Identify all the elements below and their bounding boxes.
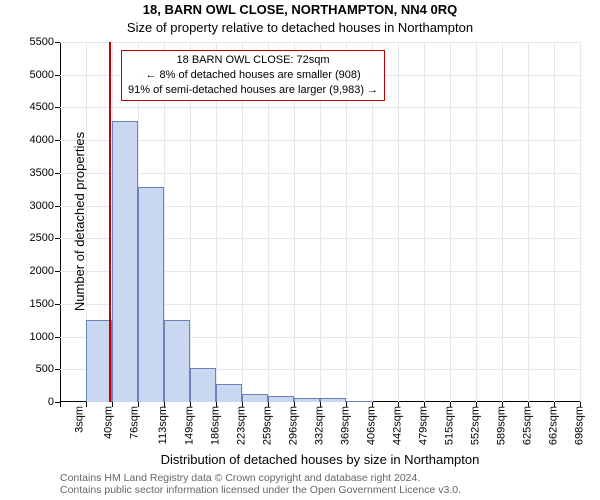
y-axis-label: Number of detached properties — [72, 132, 87, 311]
histogram-bar — [320, 398, 346, 402]
histogram-bar — [294, 398, 320, 402]
annotation-line: ← 8% of detached houses are smaller (908… — [128, 68, 378, 83]
y-tick-label: 5500 — [30, 36, 60, 48]
histogram-bar — [346, 401, 372, 402]
x-tick-label: 662sqm — [548, 406, 560, 445]
x-tick-label: 113sqm — [157, 406, 169, 444]
x-tick-label: 515sqm — [443, 406, 455, 445]
x-tick-label: 296sqm — [288, 406, 300, 445]
histogram-bar — [86, 320, 112, 402]
y-tick-label: 0 — [48, 396, 60, 408]
y-tick-label: 4500 — [30, 101, 60, 113]
x-tick-label: 186sqm — [210, 406, 222, 445]
x-tick-label: 149sqm — [183, 406, 195, 445]
histogram-bar — [112, 121, 138, 402]
x-axis-label: Distribution of detached houses by size … — [60, 452, 580, 467]
chart-plot-area: 0500100015002000250030003500400045005000… — [60, 42, 580, 402]
y-tick-label: 500 — [36, 363, 60, 375]
x-tick-label: 552sqm — [470, 406, 482, 445]
y-tick-label: 2500 — [30, 232, 60, 244]
y-tick-label: 3500 — [30, 167, 60, 179]
x-tick-label: 40sqm — [103, 406, 115, 439]
footer-line: Contains public sector information licen… — [60, 484, 461, 496]
y-tick-label: 2000 — [30, 265, 60, 277]
histogram-bar — [242, 394, 268, 403]
x-tick-label: 3sqm — [73, 406, 85, 433]
x-tick-label: 406sqm — [366, 406, 378, 445]
x-tick-label: 369sqm — [340, 406, 352, 445]
x-tick-label: 442sqm — [391, 406, 403, 445]
histogram-bar — [190, 368, 216, 402]
chart-subtitle: Size of property relative to detached ho… — [0, 20, 600, 35]
footer-line: Contains HM Land Registry data © Crown c… — [60, 472, 461, 484]
y-tick-label: 4000 — [30, 134, 60, 146]
x-tick-label: 625sqm — [521, 406, 533, 445]
chart-title: 18, BARN OWL CLOSE, NORTHAMPTON, NN4 0RQ — [0, 2, 600, 17]
x-tick-label: 259sqm — [261, 406, 273, 445]
histogram-bar — [164, 320, 190, 402]
y-tick-label: 3000 — [30, 200, 60, 212]
x-tick-label: 698sqm — [573, 406, 585, 445]
x-tick-label: 223sqm — [236, 406, 248, 445]
property-marker-line — [109, 42, 111, 402]
x-tick-label: 76sqm — [128, 406, 140, 439]
annotation-box: 18 BARN OWL CLOSE: 72sqm← 8% of detached… — [121, 50, 385, 101]
annotation-line: 18 BARN OWL CLOSE: 72sqm — [128, 53, 378, 68]
attribution-footer: Contains HM Land Registry data © Crown c… — [60, 472, 461, 496]
annotation-line: 91% of semi-detached houses are larger (… — [128, 83, 378, 98]
x-tick-label: 589sqm — [496, 406, 508, 445]
x-tick-label: 479sqm — [418, 406, 430, 445]
histogram-bar — [268, 396, 294, 402]
y-tick-label: 1000 — [30, 331, 60, 343]
x-tick-label: 332sqm — [313, 406, 325, 445]
y-tick-label: 5000 — [30, 69, 60, 81]
histogram-bar — [216, 384, 242, 402]
y-tick-label: 1500 — [30, 298, 60, 310]
histogram-bar — [138, 187, 164, 402]
